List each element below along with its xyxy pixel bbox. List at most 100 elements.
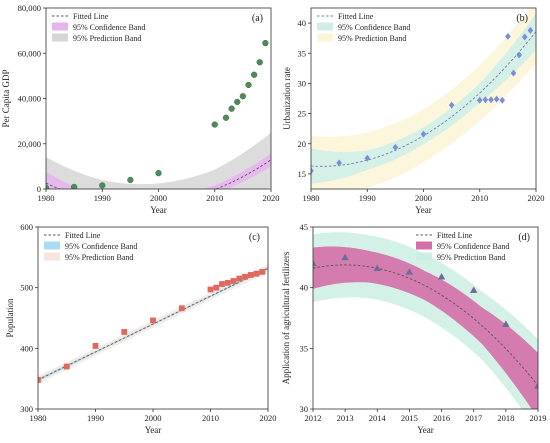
- legend-swatch-confidence-band: [44, 241, 60, 250]
- data-point: [527, 26, 534, 34]
- fitted-line: [38, 267, 268, 381]
- x-tick-label: 2000: [150, 193, 167, 203]
- y-tick-label: 25: [298, 109, 307, 119]
- legend: Fitted Line 95% Confidence Band 95% Predic…: [44, 231, 137, 262]
- data-point: [256, 59, 263, 66]
- legend: Fitted Line 95% Confidence Band 95% Predic…: [317, 12, 410, 43]
- y-tick-label: 80,000: [18, 3, 41, 13]
- data-point: [222, 114, 230, 121]
- data-point: [207, 286, 214, 293]
- data-point: [247, 272, 254, 278]
- x-tick-label: 2014: [369, 413, 387, 423]
- data-point: [262, 39, 269, 47]
- legend-label-confidence-band: 95% Confidence Band: [65, 242, 137, 251]
- data-point: [341, 253, 349, 261]
- chart-panel-d: 2012 2013 2014 2015 2016 2017 2018 2019 30 35 40 45…: [281, 222, 547, 435]
- data-point: [213, 284, 220, 291]
- y-tick-label: 400: [20, 343, 33, 353]
- data-point: [311, 167, 314, 175]
- confidence-band: [313, 246, 538, 409]
- data-point: [502, 320, 510, 327]
- y-axis-label: Urbanization rate: [282, 67, 292, 130]
- legend-label-prediction-band: 95% Prediction Band: [73, 34, 141, 43]
- y-tick-label: 30: [300, 404, 309, 414]
- plot-frame: [312, 226, 539, 410]
- data-point: [259, 268, 266, 275]
- x-tick-label: 2000: [415, 193, 432, 203]
- y-tick-label: 20,000: [18, 139, 41, 149]
- panel-label: (a): [252, 13, 263, 24]
- y-axis-label: Application of agricultural fertilizers: [281, 251, 291, 384]
- y-tick-label: 20: [298, 139, 307, 149]
- y-axis-label: Per Capita GDP: [1, 70, 11, 128]
- prediction-band: [311, 8, 536, 189]
- x-tick-label: 2000: [145, 413, 162, 423]
- data-point: [211, 121, 218, 128]
- data-point: [437, 273, 446, 280]
- panel-label: (b): [516, 13, 528, 24]
- data-point: [392, 143, 399, 151]
- data-point: [516, 51, 522, 59]
- data-point: [250, 71, 258, 78]
- y-tick-label: 35: [298, 48, 307, 58]
- data-point: [239, 93, 247, 100]
- data-point: [230, 278, 237, 284]
- chart-panel-c: 1980 1990 2000 2010 2020 300 400 500 600 Year Popu…: [5, 222, 277, 435]
- plot-area: [311, 8, 536, 189]
- plot-area: [46, 39, 271, 189]
- data-point: [364, 154, 371, 162]
- data-point: [236, 275, 243, 282]
- y-tick-label: 0: [37, 184, 41, 194]
- x-axis-label: Year: [150, 205, 167, 215]
- legend-swatch-confidence-band: [52, 22, 68, 31]
- x-tick-label: 2020: [528, 193, 545, 203]
- x-tick-label: 1990: [94, 193, 111, 203]
- data-point: [245, 81, 252, 89]
- legend-label-confidence-band: 95% Confidence Band: [73, 23, 145, 32]
- fitted-line: [313, 264, 538, 386]
- y-tick-label: 500: [20, 283, 33, 293]
- x-tick-label: 2018: [497, 413, 514, 423]
- data-point: [448, 101, 455, 109]
- plot-area: [38, 264, 268, 384]
- legend-swatch-confidence-band: [317, 22, 333, 31]
- y-tick-label: 35: [300, 343, 309, 353]
- legend-label-confidence-band: 95% Confidence Band: [437, 242, 509, 251]
- data-point: [121, 329, 128, 335]
- data-point: [127, 176, 134, 184]
- x-axis-label: Year: [417, 425, 434, 435]
- legend-label-fitted-line: Fitted Line: [65, 231, 101, 240]
- y-tick-label: 40,000: [18, 94, 41, 104]
- x-tick-label: 1980: [30, 413, 47, 423]
- data-point: [92, 343, 99, 349]
- legend-label-prediction-band: 95% Prediction Band: [437, 253, 505, 262]
- y-axis-label: Population: [5, 298, 15, 338]
- data-point: [242, 273, 248, 280]
- x-tick-label: 1980: [38, 193, 55, 203]
- y-tick-label: 600: [20, 222, 33, 232]
- prediction-band: [46, 132, 271, 189]
- data-point: [510, 69, 517, 77]
- data-point: [521, 33, 528, 41]
- x-tick-label: 2020: [263, 193, 280, 203]
- data-point: [70, 183, 78, 189]
- x-tick-label: 2012: [305, 413, 322, 423]
- data-point: [99, 182, 106, 189]
- data-point: [253, 270, 260, 277]
- data-point: [46, 184, 50, 189]
- data-point: [224, 279, 231, 286]
- legend-label-prediction-band: 95% Prediction Band: [65, 253, 133, 262]
- y-tick-label: 60,000: [18, 48, 41, 58]
- data-point: [373, 264, 381, 272]
- x-axis-label: Year: [145, 425, 162, 435]
- confidence-band: [311, 13, 536, 184]
- data-point: [38, 376, 41, 383]
- data-point: [336, 159, 342, 167]
- legend-swatch-prediction-band: [52, 33, 68, 42]
- x-tick-label: 2020: [260, 413, 277, 423]
- data-point: [313, 259, 317, 267]
- x-tick-label: 1990: [359, 193, 376, 203]
- legend-label-fitted-line: Fitted Line: [73, 12, 109, 21]
- data-point: [420, 130, 427, 138]
- legend: Fitted Line 95% Confidence Band 95% Predic…: [52, 12, 145, 43]
